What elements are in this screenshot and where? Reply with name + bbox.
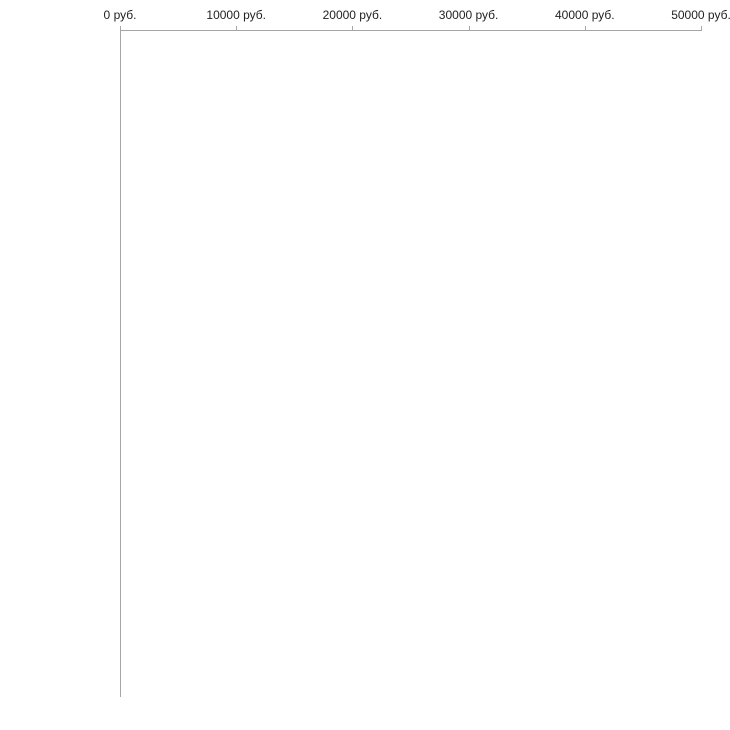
axis-tick-label: 20000 руб. (322, 8, 383, 22)
axis-tick (352, 26, 354, 30)
axis-tick-label: 0 руб. (103, 8, 137, 22)
x-axis-line (120, 30, 702, 31)
axis-tick (584, 26, 586, 30)
axis-tick-label: 10000 руб. (206, 8, 266, 22)
axis-tick-label: 40000 руб. (555, 8, 615, 22)
axis-tick (701, 26, 702, 30)
axis-tick (120, 26, 121, 30)
axis-tick (236, 26, 238, 30)
axis-tick (468, 26, 470, 30)
axis-tick-label: 30000 руб. (438, 8, 499, 22)
y-axis-line (120, 30, 121, 697)
axis-tick-label: 50000 руб. (671, 8, 730, 22)
